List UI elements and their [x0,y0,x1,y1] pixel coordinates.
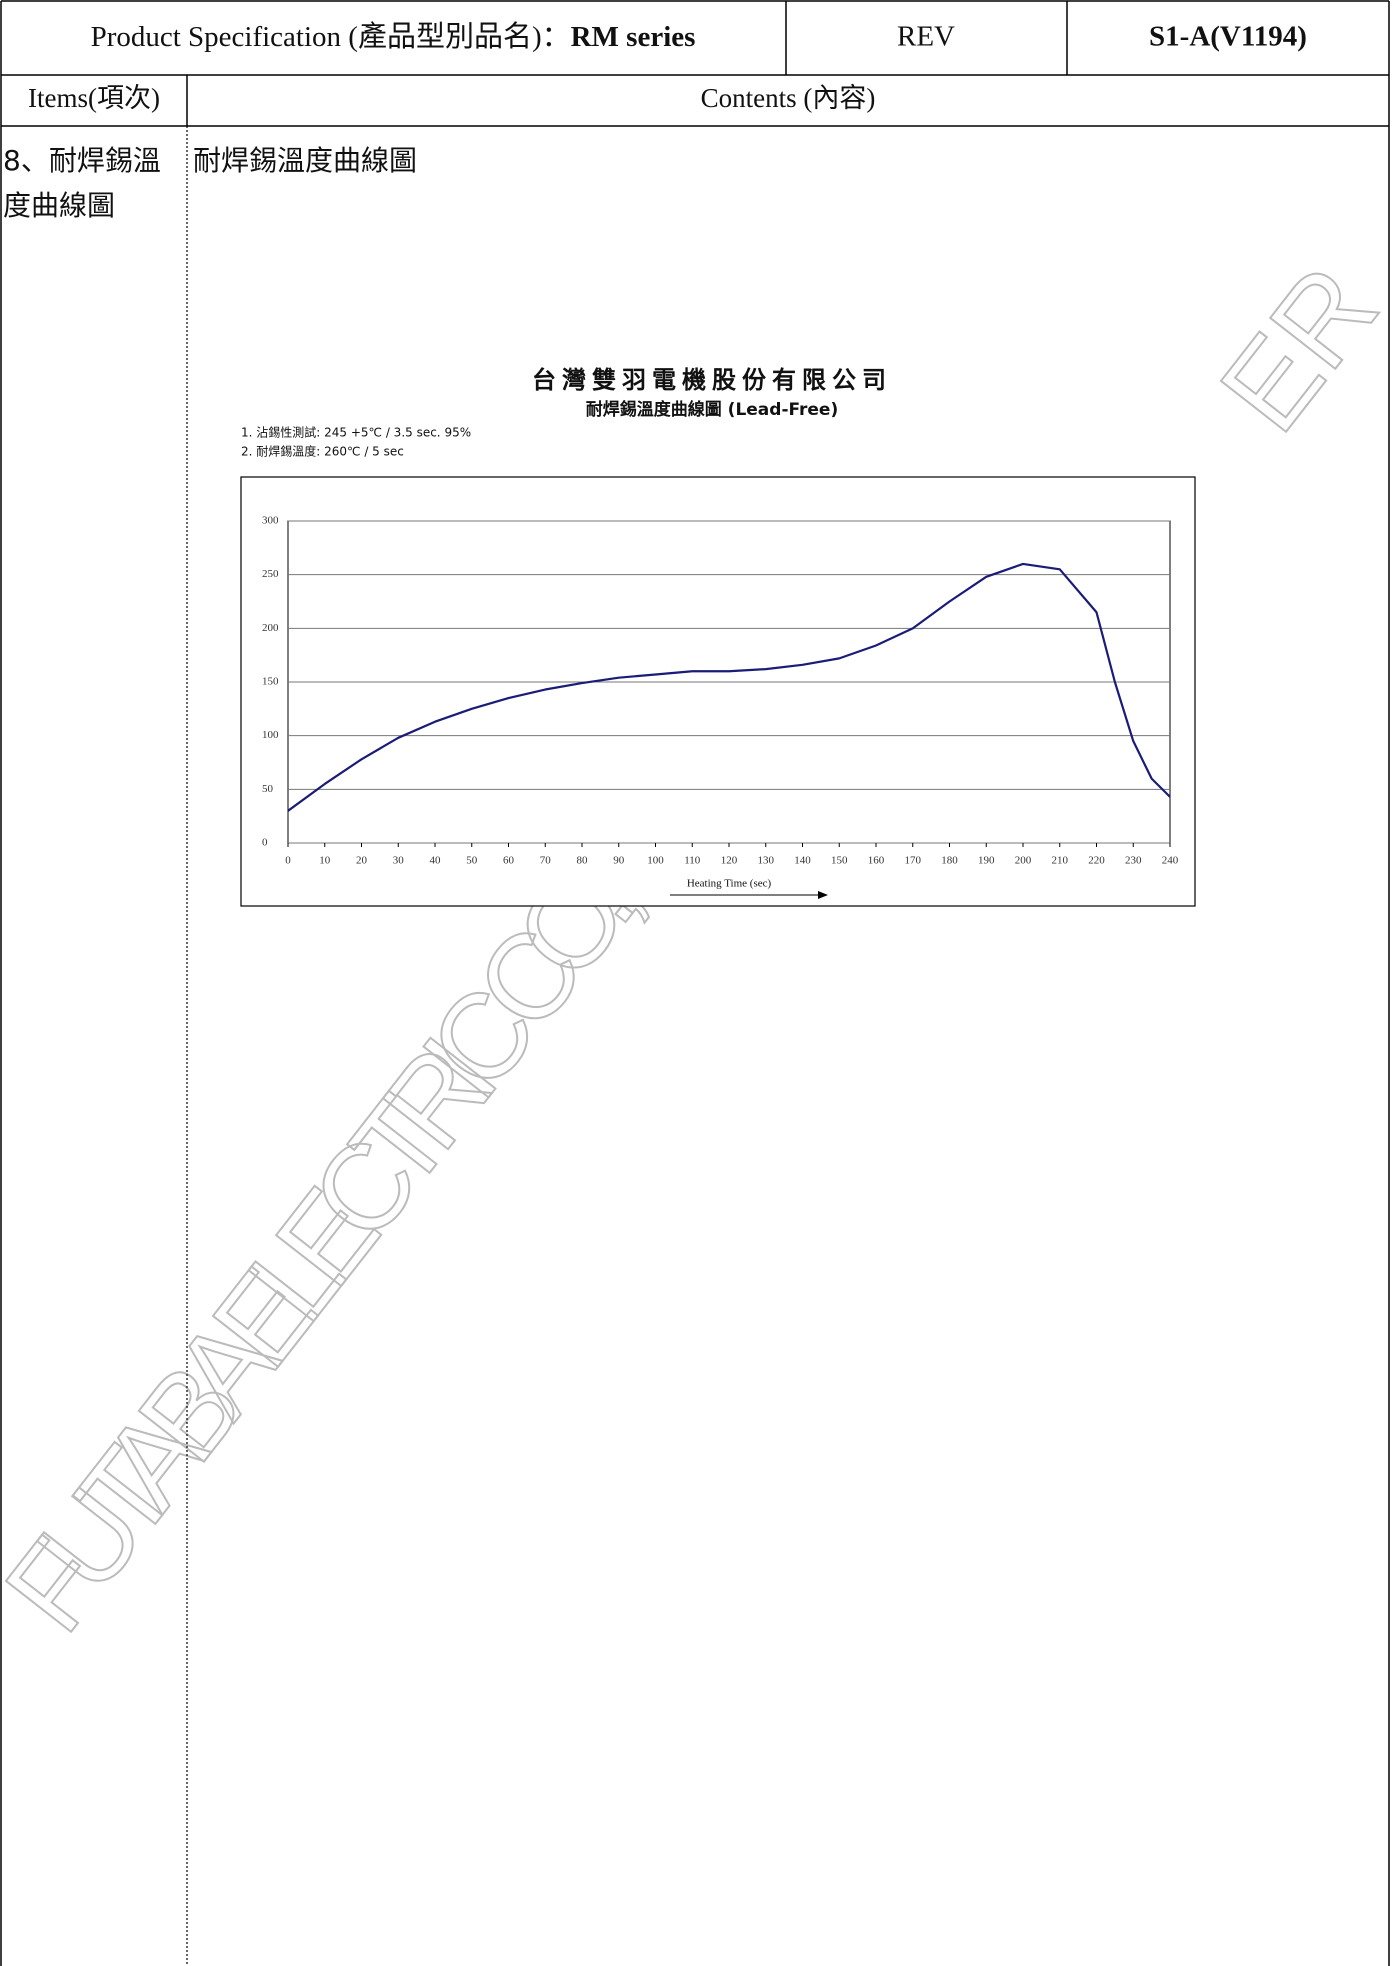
x-tick-label: 60 [503,855,515,867]
x-tick-label: 120 [721,855,738,867]
line-series [287,562,1171,812]
x-tick-label: 90 [613,855,625,867]
x-tick-label: 220 [1088,855,1105,867]
x-tick-label: 150 [831,855,848,867]
y-tick-label: 250 [262,568,279,580]
col-contents: Contents (內容) [701,83,876,113]
x-tick-label: 180 [941,855,958,867]
x-tick-label: 170 [905,855,922,867]
item-label: 8、耐焊錫溫 [3,144,161,177]
rev: S1-A(V1194) [1149,21,1307,53]
x-tick-label: 240 [1162,855,1179,867]
x-tick-label: 30 [393,855,405,867]
chart-note: 1. 沾錫性測試: 245 +5℃ / 3.5 sec. 95% [241,425,471,440]
watermark: ER [1195,242,1392,456]
content-title: 耐焊錫溫度曲線圖 [193,144,417,177]
y-tick-label: 0 [262,837,268,849]
x-tick-label: 230 [1125,855,1142,867]
spec-label: Product Specification (產品型別品名)： [91,20,571,53]
header-spec: Product Specification (產品型別品名)：RM series [91,20,696,53]
x-tick-label: 140 [794,855,811,867]
x-tick-label: 40 [430,855,442,867]
x-tick-label: 110 [684,855,701,867]
x-tick-label: 190 [978,855,995,867]
x-tick-label: 200 [1015,855,1032,867]
watermark: FUTABA ELECTRIC CO., L [0,785,701,1656]
col-items: Items(項次) [28,83,160,113]
x-tick-label: 50 [466,855,478,867]
x-tick-label: 210 [1052,855,1069,867]
x-tick-label: 160 [868,855,885,867]
x-tick-label: 100 [647,855,664,867]
model: RM series [571,21,696,53]
x-arrow [670,891,828,899]
chart-subtitle: 耐焊錫溫度曲線圖 (Lead-Free) [586,399,839,420]
y-tick-label: 100 [262,729,279,741]
y-tick-label: 150 [262,676,279,688]
x-tick-label: 130 [758,855,775,867]
y-tick-label: 200 [262,622,279,634]
y-tick-label: 300 [262,515,279,527]
rev-label: REV [897,21,955,53]
item-label: 度曲線圖 [3,189,115,222]
x-tick-label: 20 [356,855,368,867]
chart-title: 台灣雙羽電機股份有限公司 [532,366,892,394]
x-tick-label: 10 [319,855,331,867]
plot: 0 50 100 150 200 250 300 0 10 20 30 40 50 60 70 80 90 100… [262,515,1179,867]
x-axis-label: Heating Time (sec) [687,878,772,890]
chart-frame [240,476,1196,907]
x-tick-label: 0 [285,855,291,867]
x-tick-label: 80 [577,855,589,867]
x-tick-label: 70 [540,855,552,867]
y-tick-label: 50 [262,783,274,795]
chart-note: 2. 耐焊錫溫度: 260℃ / 5 sec [241,444,404,459]
